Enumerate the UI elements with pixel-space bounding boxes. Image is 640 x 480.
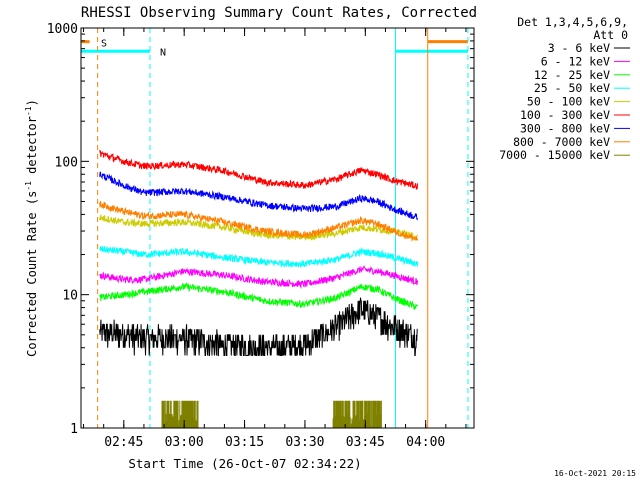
legend-label-6: 300 - 800 keV [520, 121, 610, 135]
series-line-3 [99, 246, 419, 268]
y-axis-label-main: Corrected Count Rate (s [25, 191, 39, 357]
x-tick-label-0: 02:45 [104, 435, 143, 450]
y-axis-label-sup1: -1 [24, 181, 33, 191]
series-line-7 [99, 200, 419, 242]
x-tick-label-3: 03:30 [285, 435, 324, 450]
legend-header-detectors: Det 1,3,4,5,6,9, [517, 15, 628, 29]
y-tick-label-3: 1000 [47, 22, 78, 37]
legend-label-8: 7000 - 15000 keV [499, 148, 610, 162]
footer-timestamp: 16-Oct-2021 20:15 [554, 469, 636, 478]
series-line-2 [99, 281, 418, 310]
x-tick-label-1: 03:00 [165, 435, 204, 450]
legend-label-5: 100 - 300 keV [520, 108, 610, 122]
legend-label-3: 25 - 50 keV [534, 81, 610, 95]
series-line-1 [99, 265, 419, 290]
y-axis-label-end: ) [25, 99, 39, 106]
y-tick-label-0: 1 [70, 422, 78, 437]
y-tick-label-2: 100 [55, 155, 78, 170]
legend-label-7: 800 - 7000 keV [513, 135, 610, 149]
legend-label-1: 6 - 12 keV [541, 54, 610, 68]
legend-label-2: 12 - 25 keV [534, 68, 610, 82]
flag-label-n: N [160, 47, 166, 58]
series-line-5 [99, 150, 419, 190]
flag-label-s: S [101, 38, 107, 49]
y-tick-label-1: 10 [62, 289, 78, 304]
chart-title: RHESSI Observing Summary Count Rates, Co… [81, 5, 477, 21]
series-line-8 [161, 400, 382, 428]
y-axis-label-sup2: -1 [24, 106, 33, 116]
series-line-0 [99, 297, 418, 356]
legend-header-attenuator: Att 0 [593, 28, 628, 42]
legend-label-4: 50 - 100 keV [527, 95, 610, 109]
legend-label-0: 3 - 6 keV [548, 41, 610, 55]
x-tick-label-4: 03:45 [346, 435, 385, 450]
series-line-6 [99, 171, 419, 221]
x-tick-label-5: 04:00 [406, 435, 445, 450]
plot-frame [80, 27, 475, 429]
x-tick-label-2: 03:15 [225, 435, 264, 450]
y-axis-label-mid: detector [25, 116, 39, 181]
y-axis-label: Corrected Count Rate (s-1 detector-1) [24, 99, 39, 357]
x-axis-label: Start Time (26-Oct-07 02:34:22) [128, 456, 361, 471]
